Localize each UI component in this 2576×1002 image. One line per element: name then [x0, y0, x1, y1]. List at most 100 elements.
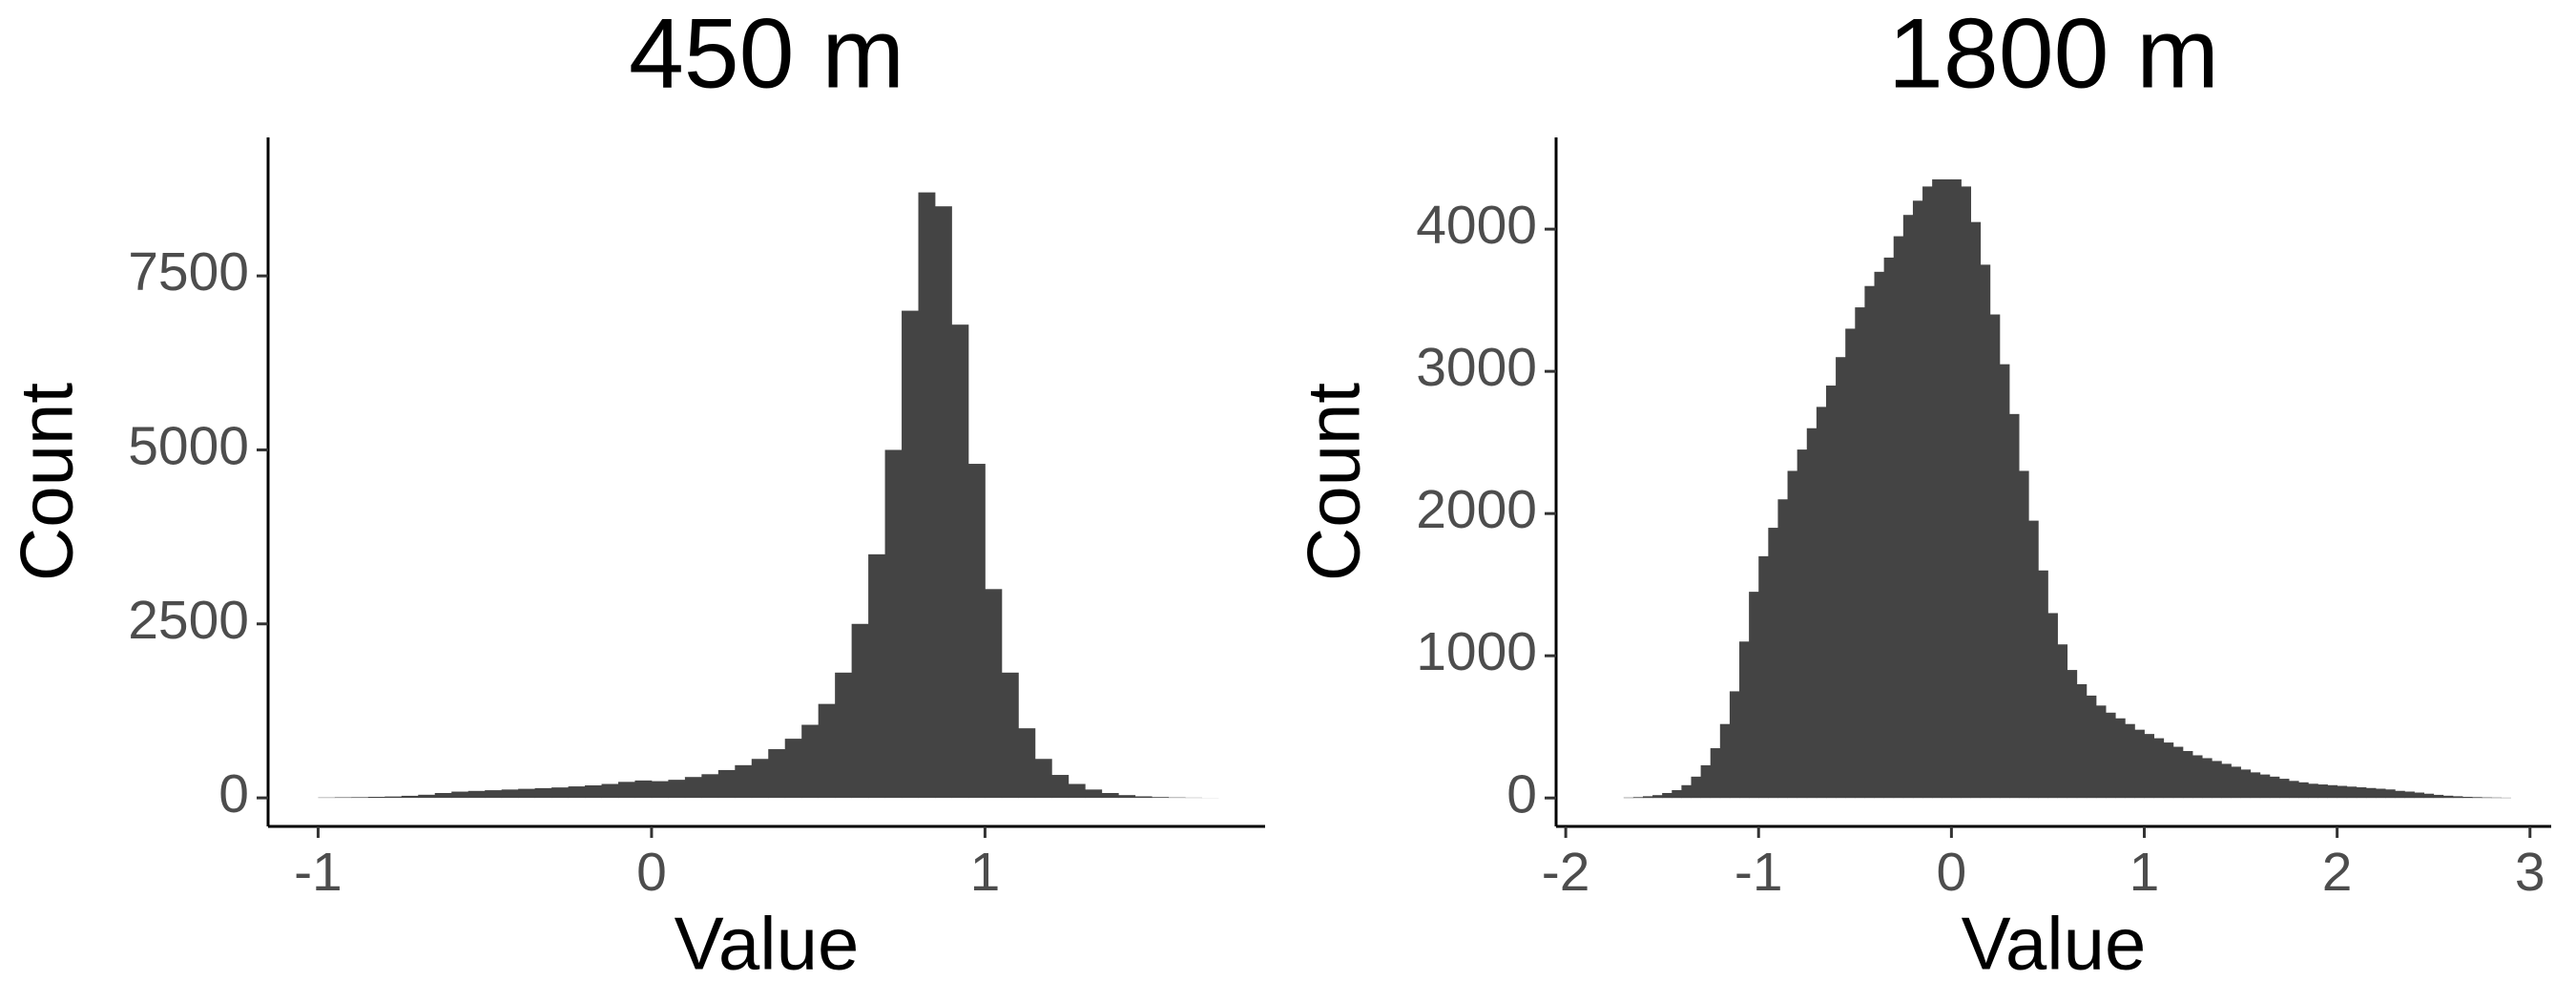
bar: [902, 310, 919, 799]
bar: [2289, 781, 2299, 799]
bar: [1710, 748, 1721, 799]
bar: [1739, 641, 1750, 799]
bar: [1787, 470, 1798, 799]
bar: [918, 192, 936, 799]
x-tick-label: 0: [1937, 842, 1967, 903]
bar: [2308, 783, 2318, 799]
bar: [2095, 705, 2107, 799]
bar: [1719, 723, 1731, 799]
bar: [418, 794, 436, 799]
bar: [2269, 776, 2280, 799]
x-tick-label: 1: [970, 842, 1001, 903]
bar: [2482, 797, 2492, 799]
bar: [2182, 751, 2193, 799]
bar: [2009, 413, 2020, 799]
bar: [384, 796, 403, 799]
bar: [485, 790, 503, 799]
bar: [835, 672, 853, 799]
bar: [1001, 672, 1019, 799]
bar: [1902, 215, 1914, 799]
bar: [2192, 755, 2203, 799]
bar: [1118, 795, 1136, 799]
x-axis-title: Value: [1962, 902, 2147, 986]
bar: [2433, 794, 2444, 799]
bar: [2259, 774, 2271, 799]
bar: [2250, 772, 2261, 799]
bar: [1845, 328, 1856, 799]
y-tick-label: 7500: [128, 241, 249, 303]
bar: [2202, 758, 2212, 799]
bar: [2134, 729, 2145, 799]
bar: [467, 790, 486, 799]
bar: [2317, 784, 2328, 799]
bar: [367, 797, 385, 799]
bar: [1700, 764, 1712, 799]
y-tick-label: 0: [218, 763, 249, 825]
bar: [2452, 796, 2463, 799]
bar: [2240, 769, 2252, 799]
bar: [2414, 792, 2424, 799]
bar: [2298, 782, 2309, 799]
bar: [2076, 683, 2088, 799]
bar: [1652, 795, 1663, 799]
bar: [501, 789, 519, 799]
x-tick-label: 2: [2322, 842, 2353, 903]
bar: [351, 797, 369, 799]
bar: [1816, 407, 1827, 799]
bar: [1749, 592, 1759, 799]
bar: [1912, 200, 1923, 799]
y-tick-label: 3000: [1416, 337, 1537, 398]
bar: [684, 777, 702, 799]
bar: [585, 784, 602, 799]
bar: [768, 749, 786, 799]
bar: [934, 206, 952, 799]
bar: [851, 623, 869, 799]
bar: [717, 769, 736, 799]
bar: [784, 739, 802, 799]
bar: [1970, 221, 1982, 799]
bar: [2356, 787, 2367, 799]
chart-title: 450 m: [629, 0, 904, 109]
bar: [1797, 449, 1808, 799]
bar: [1825, 386, 1837, 799]
bar: [1951, 178, 1962, 799]
bar: [868, 553, 885, 799]
bar: [2231, 766, 2241, 799]
bar: [985, 589, 1003, 799]
bar: [701, 774, 719, 799]
bar: [801, 724, 820, 799]
bar: [1999, 364, 2010, 799]
bar: [1672, 790, 1682, 799]
bar: [1922, 186, 1933, 799]
x-tick-label: -2: [1542, 842, 1590, 903]
bar: [434, 792, 452, 799]
bar: [451, 791, 469, 799]
bar: [2086, 695, 2097, 799]
bar: [2019, 470, 2029, 799]
bar: [534, 787, 552, 799]
bar: [601, 783, 619, 799]
bar: [2172, 746, 2184, 799]
bar: [1134, 796, 1153, 799]
bar: [2038, 570, 2048, 799]
bar: [334, 797, 352, 799]
bar: [2404, 791, 2415, 799]
bar: [1836, 357, 1846, 799]
bar: [751, 759, 769, 799]
bar: [1989, 314, 2001, 799]
x-tick-label: 3: [2515, 842, 2545, 903]
x-tick-label: 1: [2129, 842, 2160, 903]
bar: [2115, 718, 2126, 799]
bar: [1085, 789, 1103, 799]
y-tick-label: 2000: [1416, 479, 1537, 540]
bar: [1101, 792, 1119, 799]
bar: [2067, 670, 2078, 799]
bar: [1980, 264, 1991, 799]
bar: [651, 781, 669, 799]
bar: [2365, 787, 2377, 799]
bar: [1068, 783, 1086, 799]
bar: [1942, 178, 1952, 799]
bar: [1932, 178, 1942, 799]
bar: [1681, 784, 1692, 799]
